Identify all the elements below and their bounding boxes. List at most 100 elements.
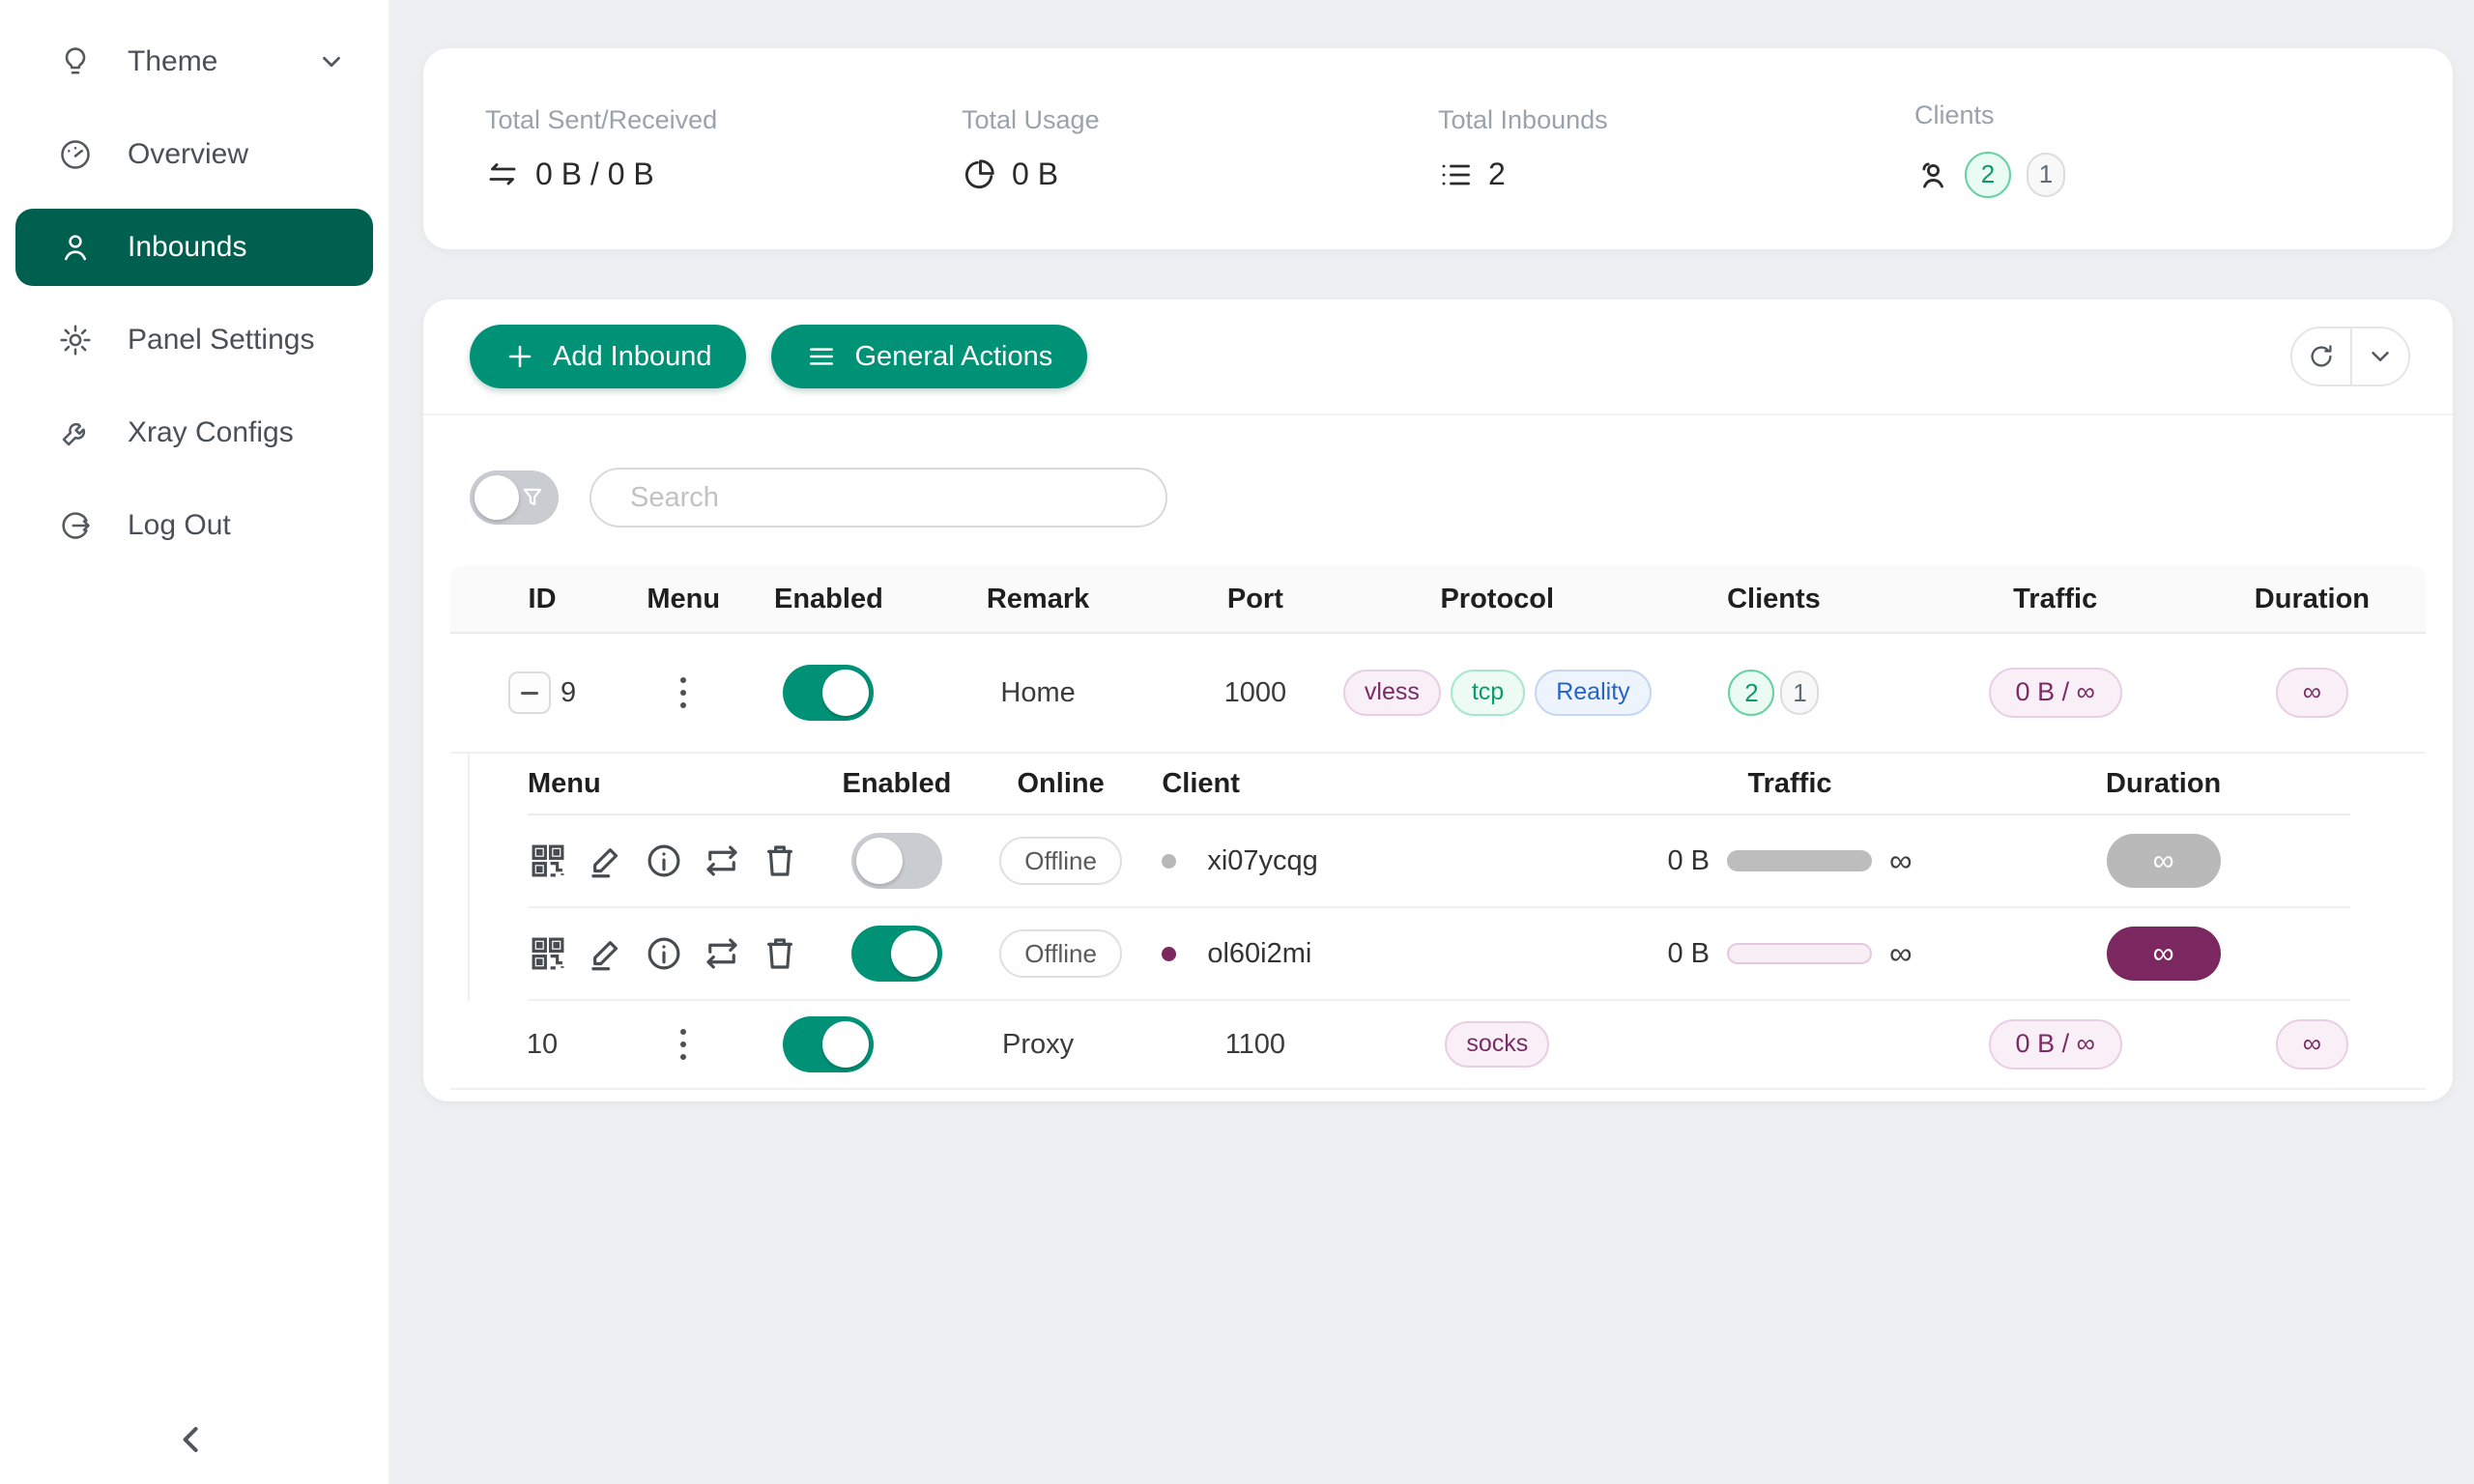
protocol-tag: tcp bbox=[1450, 670, 1526, 716]
person-icon bbox=[58, 230, 93, 265]
client-column-duration: Duration bbox=[2106, 767, 2222, 799]
info-icon[interactable] bbox=[644, 933, 684, 974]
info-icon[interactable] bbox=[644, 841, 684, 881]
column-header-remark: Remark bbox=[986, 583, 1090, 614]
row-menu-dots-icon[interactable] bbox=[675, 671, 692, 714]
edit-pencil-icon[interactable] bbox=[586, 841, 626, 881]
stat-label: Total Inbounds bbox=[1438, 105, 1608, 134]
refresh-split-button bbox=[2290, 327, 2410, 386]
filter-toggle[interactable] bbox=[470, 471, 559, 525]
traffic-pill: 0 B / ∞ bbox=[1988, 1019, 2122, 1070]
stats-card: Total Sent/Received 0 B / 0 B Total Usag… bbox=[423, 48, 2453, 249]
search-row bbox=[423, 415, 2453, 566]
clients-total-badge: 1 bbox=[2027, 152, 2065, 197]
column-header-protocol: Protocol bbox=[1440, 583, 1555, 614]
general-actions-button[interactable]: General Actions bbox=[771, 325, 1088, 388]
edit-pencil-icon[interactable] bbox=[586, 933, 626, 974]
sidebar-item-inbounds[interactable]: Inbounds bbox=[15, 209, 373, 286]
chevron-down-icon bbox=[2366, 342, 2395, 371]
inbound-port: 1100 bbox=[1224, 1028, 1286, 1060]
client-name: xi07ycqg bbox=[1207, 844, 1318, 876]
sidebar-collapse-chevron-left-icon[interactable] bbox=[170, 1418, 213, 1461]
sidebar-item-log-out[interactable]: Log Out bbox=[15, 487, 373, 564]
sidebar: Theme Overview Inbounds Panel Settings bbox=[0, 0, 388, 1484]
sidebar-item-xray-configs[interactable]: Xray Configs bbox=[15, 394, 373, 471]
expanded-client-table: Menu Enabled Online Client Traffic Durat… bbox=[468, 754, 2350, 1001]
trash-icon[interactable] bbox=[760, 933, 800, 974]
client-enabled-toggle[interactable] bbox=[850, 833, 942, 889]
inbound-id: 9 bbox=[560, 676, 577, 708]
collapse-row-button[interactable] bbox=[507, 671, 551, 714]
stat-clients: Clients 2 1 bbox=[1914, 100, 2391, 198]
list-icon bbox=[1438, 157, 1473, 192]
sidebar-item-label: Xray Configs bbox=[128, 416, 294, 448]
sidebar-item-label: Log Out bbox=[128, 509, 231, 541]
infinity-icon: ∞ bbox=[1889, 935, 1913, 971]
filter-funnel-icon bbox=[519, 484, 546, 511]
qr-code-icon[interactable] bbox=[528, 841, 568, 881]
duration-pill: ∞ bbox=[2275, 668, 2349, 718]
clients-online-badge: 2 bbox=[1965, 151, 2011, 198]
infinity-icon: ∞ bbox=[1889, 842, 1913, 878]
sidebar-item-overview[interactable]: Overview bbox=[15, 116, 373, 193]
sidebar-item-label: Theme bbox=[128, 45, 218, 77]
client-column-menu: Menu bbox=[528, 767, 601, 799]
stat-value: 0 B bbox=[1012, 157, 1059, 191]
client-column-online: Online bbox=[1017, 767, 1105, 799]
pie-chart-icon bbox=[962, 157, 996, 192]
clients-total-badge: 1 bbox=[1780, 671, 1820, 715]
inbound-remark: Proxy bbox=[1001, 1028, 1075, 1060]
client-color-dot bbox=[1162, 853, 1177, 869]
stat-label: Total Usage bbox=[962, 105, 1100, 134]
online-status-badge: Offline bbox=[999, 928, 1122, 979]
add-inbound-label: Add Inbound bbox=[553, 340, 712, 372]
table-header-row: ID Menu Enabled Remark Port Protocol Cli… bbox=[450, 566, 2426, 634]
stat-value: 0 B / 0 B bbox=[535, 157, 654, 191]
stat-total-usage: Total Usage 0 B bbox=[962, 105, 1438, 192]
refresh-button[interactable] bbox=[2292, 328, 2350, 385]
sidebar-item-theme[interactable]: Theme bbox=[15, 23, 373, 100]
client-table-header-row: Menu Enabled Online Client Traffic Durat… bbox=[528, 754, 2350, 815]
client-duration-pill[interactable]: ∞ bbox=[2106, 927, 2221, 981]
qr-code-icon[interactable] bbox=[528, 933, 568, 974]
search-input[interactable] bbox=[590, 468, 1167, 528]
toggle-knob bbox=[475, 475, 519, 520]
client-column-traffic: Traffic bbox=[1747, 767, 1832, 799]
swap-arrows-icon bbox=[485, 157, 520, 192]
stat-total-inbounds: Total Inbounds 2 bbox=[1438, 105, 1914, 192]
table-row-inbound-10: 10 Proxy 1100 socks 0 B / ∞ ∞ bbox=[450, 1001, 2426, 1090]
stat-value: 2 bbox=[1488, 157, 1506, 191]
column-header-port: Port bbox=[1226, 583, 1283, 614]
stat-label: Clients bbox=[1914, 100, 1995, 129]
menu-lines-icon bbox=[806, 341, 837, 372]
sidebar-item-label: Overview bbox=[128, 138, 249, 170]
inbound-remark: Home bbox=[1000, 676, 1076, 708]
column-header-traffic: Traffic bbox=[2013, 583, 2098, 614]
chevron-down-icon bbox=[317, 47, 346, 76]
inbound-enabled-toggle[interactable] bbox=[783, 1016, 875, 1072]
logout-icon bbox=[58, 508, 93, 543]
reset-traffic-icon[interactable] bbox=[702, 933, 742, 974]
client-enabled-toggle[interactable] bbox=[850, 926, 942, 982]
column-header-enabled: Enabled bbox=[773, 583, 883, 614]
refresh-options-button[interactable] bbox=[2350, 328, 2408, 385]
inbounds-table: ID Menu Enabled Remark Port Protocol Cli… bbox=[450, 566, 2426, 1090]
protocol-tag: socks bbox=[1445, 1021, 1550, 1068]
sidebar-item-label: Panel Settings bbox=[128, 324, 315, 356]
add-inbound-button[interactable]: Add Inbound bbox=[470, 325, 747, 388]
client-column-enabled: Enabled bbox=[842, 767, 952, 799]
client-duration-pill[interactable]: ∞ bbox=[2106, 834, 2221, 888]
protocol-tag: vless bbox=[1342, 670, 1441, 716]
trash-icon[interactable] bbox=[760, 841, 800, 881]
online-status-badge: Offline bbox=[999, 836, 1122, 886]
refresh-icon bbox=[2307, 342, 2336, 371]
row-menu-dots-icon[interactable] bbox=[675, 1023, 692, 1066]
inbound-enabled-toggle[interactable] bbox=[783, 665, 875, 721]
client-row-xi07ycqg: Offline xi07ycqg 0 B ∞ ∞ bbox=[528, 815, 2350, 908]
sidebar-item-panel-settings[interactable]: Panel Settings bbox=[15, 301, 373, 379]
sidebar-nav: Theme Overview Inbounds Panel Settings bbox=[0, 0, 388, 564]
client-traffic-used: 0 B bbox=[1667, 937, 1711, 969]
stat-label: Total Sent/Received bbox=[485, 105, 718, 134]
stat-total-sent-received: Total Sent/Received 0 B / 0 B bbox=[485, 105, 962, 192]
reset-traffic-icon[interactable] bbox=[702, 841, 742, 881]
